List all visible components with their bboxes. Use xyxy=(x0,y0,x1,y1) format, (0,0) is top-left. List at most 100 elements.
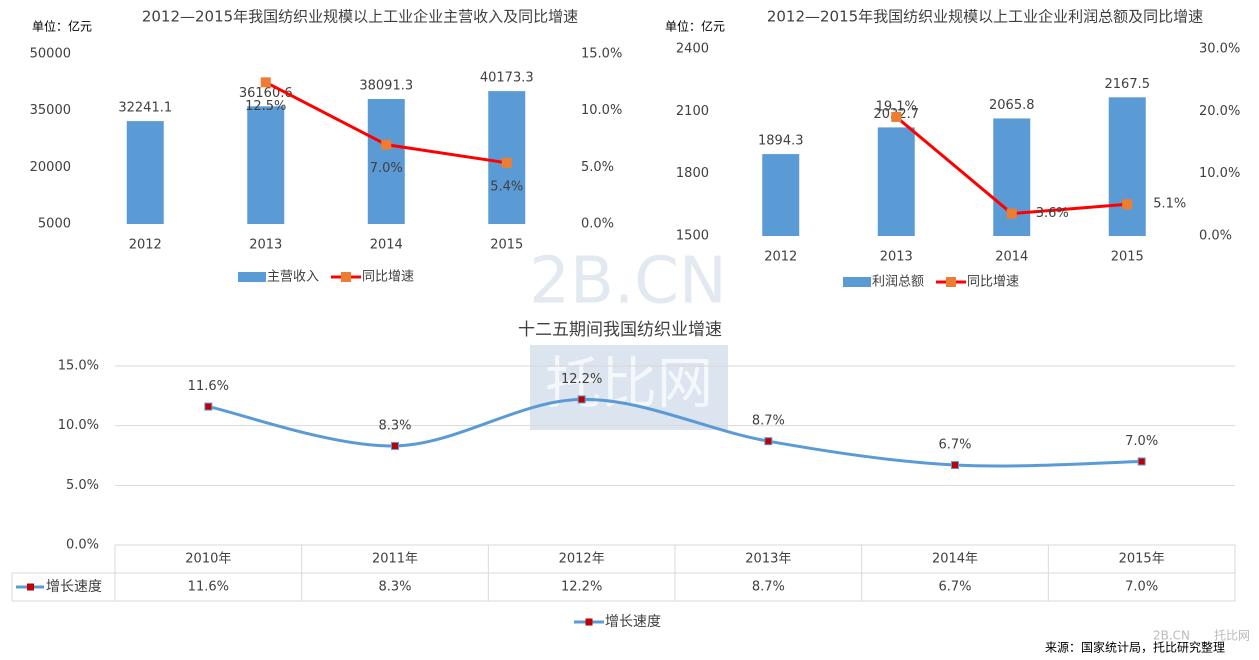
bar xyxy=(762,154,800,236)
table-header: 2011年 xyxy=(372,552,418,567)
y2-tick-label: 5.0% xyxy=(581,160,614,175)
y2-tick-label: 15.0% xyxy=(581,47,622,62)
table-header: 2015年 xyxy=(1119,552,1165,567)
marker xyxy=(1006,208,1017,219)
y-tick-label: 20000 xyxy=(30,160,71,175)
source: 来源：国家统计局，托比研究整理 xyxy=(1045,640,1225,655)
marker xyxy=(1137,457,1146,466)
legend-label: 增长速度 xyxy=(605,614,661,630)
bar xyxy=(367,98,405,224)
y-tick-label: 10.0% xyxy=(58,418,99,433)
line-value-label: 5.1% xyxy=(1153,197,1186,212)
x-tick-label: 2015 xyxy=(1111,250,1144,265)
bar xyxy=(488,91,526,225)
legend-swatch xyxy=(843,277,871,287)
y-tick-label: 2400 xyxy=(676,42,709,57)
table-legend-swatch xyxy=(27,583,34,591)
table-cell: 8.3% xyxy=(378,580,411,595)
bar-value-label: 2167.5 xyxy=(1105,77,1151,92)
line-value-label: 11.6% xyxy=(188,379,229,394)
table-header: 2012年 xyxy=(559,552,605,567)
marker xyxy=(891,111,902,122)
y-axis-unit: 单位：亿元 xyxy=(32,19,92,34)
y-tick-label: 15.0% xyxy=(58,359,99,374)
table-cell: 11.6% xyxy=(188,580,229,595)
legend-swatch xyxy=(946,277,956,287)
x-tick-label: 2014 xyxy=(995,250,1028,265)
table-header: 2014年 xyxy=(932,552,978,567)
marker xyxy=(1122,199,1133,210)
x-tick-label: 2013 xyxy=(880,250,913,265)
table-cell: 6.7% xyxy=(938,580,971,595)
table-cell: 7.0% xyxy=(1125,580,1158,595)
y2-tick-label: 10.0% xyxy=(581,103,622,118)
y2-tick-label: 0.0% xyxy=(581,217,614,232)
x-tick-label: 2015 xyxy=(490,238,523,253)
bar xyxy=(1108,97,1146,236)
y-tick-label: 1800 xyxy=(676,166,709,181)
bar-value-label: 2065.8 xyxy=(989,98,1035,113)
table-header: 2010年 xyxy=(185,552,231,567)
line-value-label: 8.3% xyxy=(378,418,411,433)
line-value-label: 6.7% xyxy=(938,438,971,453)
y2-tick-label: 10.0% xyxy=(1199,166,1240,181)
y-tick-label: 0.0% xyxy=(66,538,99,553)
legend-label: 主营收入 xyxy=(267,270,319,285)
line-value-label: 8.7% xyxy=(752,414,785,429)
table-legend-label: 增长速度 xyxy=(46,579,102,595)
marker xyxy=(951,461,959,470)
table-cell: 8.7% xyxy=(752,580,785,595)
watermark-small: 托比网 xyxy=(1214,629,1250,643)
table-cell: 12.2% xyxy=(561,580,602,595)
watermark-small: 2B.CN xyxy=(1153,629,1190,643)
line-value-label: 7.0% xyxy=(1125,434,1158,449)
marker xyxy=(381,139,392,150)
y-axis-unit: 单位：亿元 xyxy=(665,19,725,34)
line-value-label: 19.1% xyxy=(876,99,917,114)
bar-value-label: 1894.3 xyxy=(758,134,804,149)
bar-value-label: 32241.1 xyxy=(118,101,172,116)
chart-title: 2012—2015年我国纺织业规模以上工业企业利润总额及同比增速 xyxy=(767,8,1203,26)
line-value-label: 12.5% xyxy=(245,99,286,114)
y2-tick-label: 30.0% xyxy=(1199,42,1240,57)
y-tick-label: 1500 xyxy=(676,229,709,244)
y-tick-label: 5.0% xyxy=(66,478,99,493)
line-value-label: 3.6% xyxy=(1036,206,1069,221)
marker xyxy=(501,157,512,168)
y-tick-label: 2100 xyxy=(676,104,709,119)
y-tick-label: 5000 xyxy=(38,217,71,232)
legend-label: 同比增速 xyxy=(967,275,1019,290)
x-tick-label: 2012 xyxy=(129,238,162,253)
watermark: 2B.CN xyxy=(529,245,727,319)
marker xyxy=(260,77,271,88)
chart-title: 十二五期间我国纺织业增速 xyxy=(518,320,722,340)
y2-tick-label: 20.0% xyxy=(1199,104,1240,119)
marker xyxy=(204,402,213,411)
line-value-label: 5.4% xyxy=(490,179,523,194)
legend-swatch xyxy=(238,272,266,282)
legend-swatch xyxy=(341,272,351,282)
legend-label: 利润总额 xyxy=(872,275,924,290)
line xyxy=(208,397,1142,468)
table-header: 2013年 xyxy=(745,552,791,567)
y-tick-label: 50000 xyxy=(30,47,71,62)
marker xyxy=(391,441,399,450)
line-value-label: 12.2% xyxy=(561,372,602,387)
marker xyxy=(577,395,586,404)
watermark: 托比网 xyxy=(545,352,713,417)
legend-swatch xyxy=(585,618,593,626)
chart-title: 2012—2015年我国纺织业规模以上工业企业主营收入及同比增速 xyxy=(142,8,578,26)
y2-tick-label: 0.0% xyxy=(1199,229,1232,244)
watermark-box xyxy=(530,345,728,430)
bar-value-label: 38091.3 xyxy=(359,78,413,93)
x-tick-label: 2013 xyxy=(249,238,282,253)
bar xyxy=(877,127,915,236)
y-tick-label: 35000 xyxy=(30,103,71,118)
bar xyxy=(126,121,164,224)
x-tick-label: 2014 xyxy=(370,238,403,253)
line-value-label: 7.0% xyxy=(370,161,403,176)
x-tick-label: 2012 xyxy=(764,250,797,265)
bar-value-label: 40173.3 xyxy=(480,71,534,86)
bar xyxy=(247,106,285,224)
